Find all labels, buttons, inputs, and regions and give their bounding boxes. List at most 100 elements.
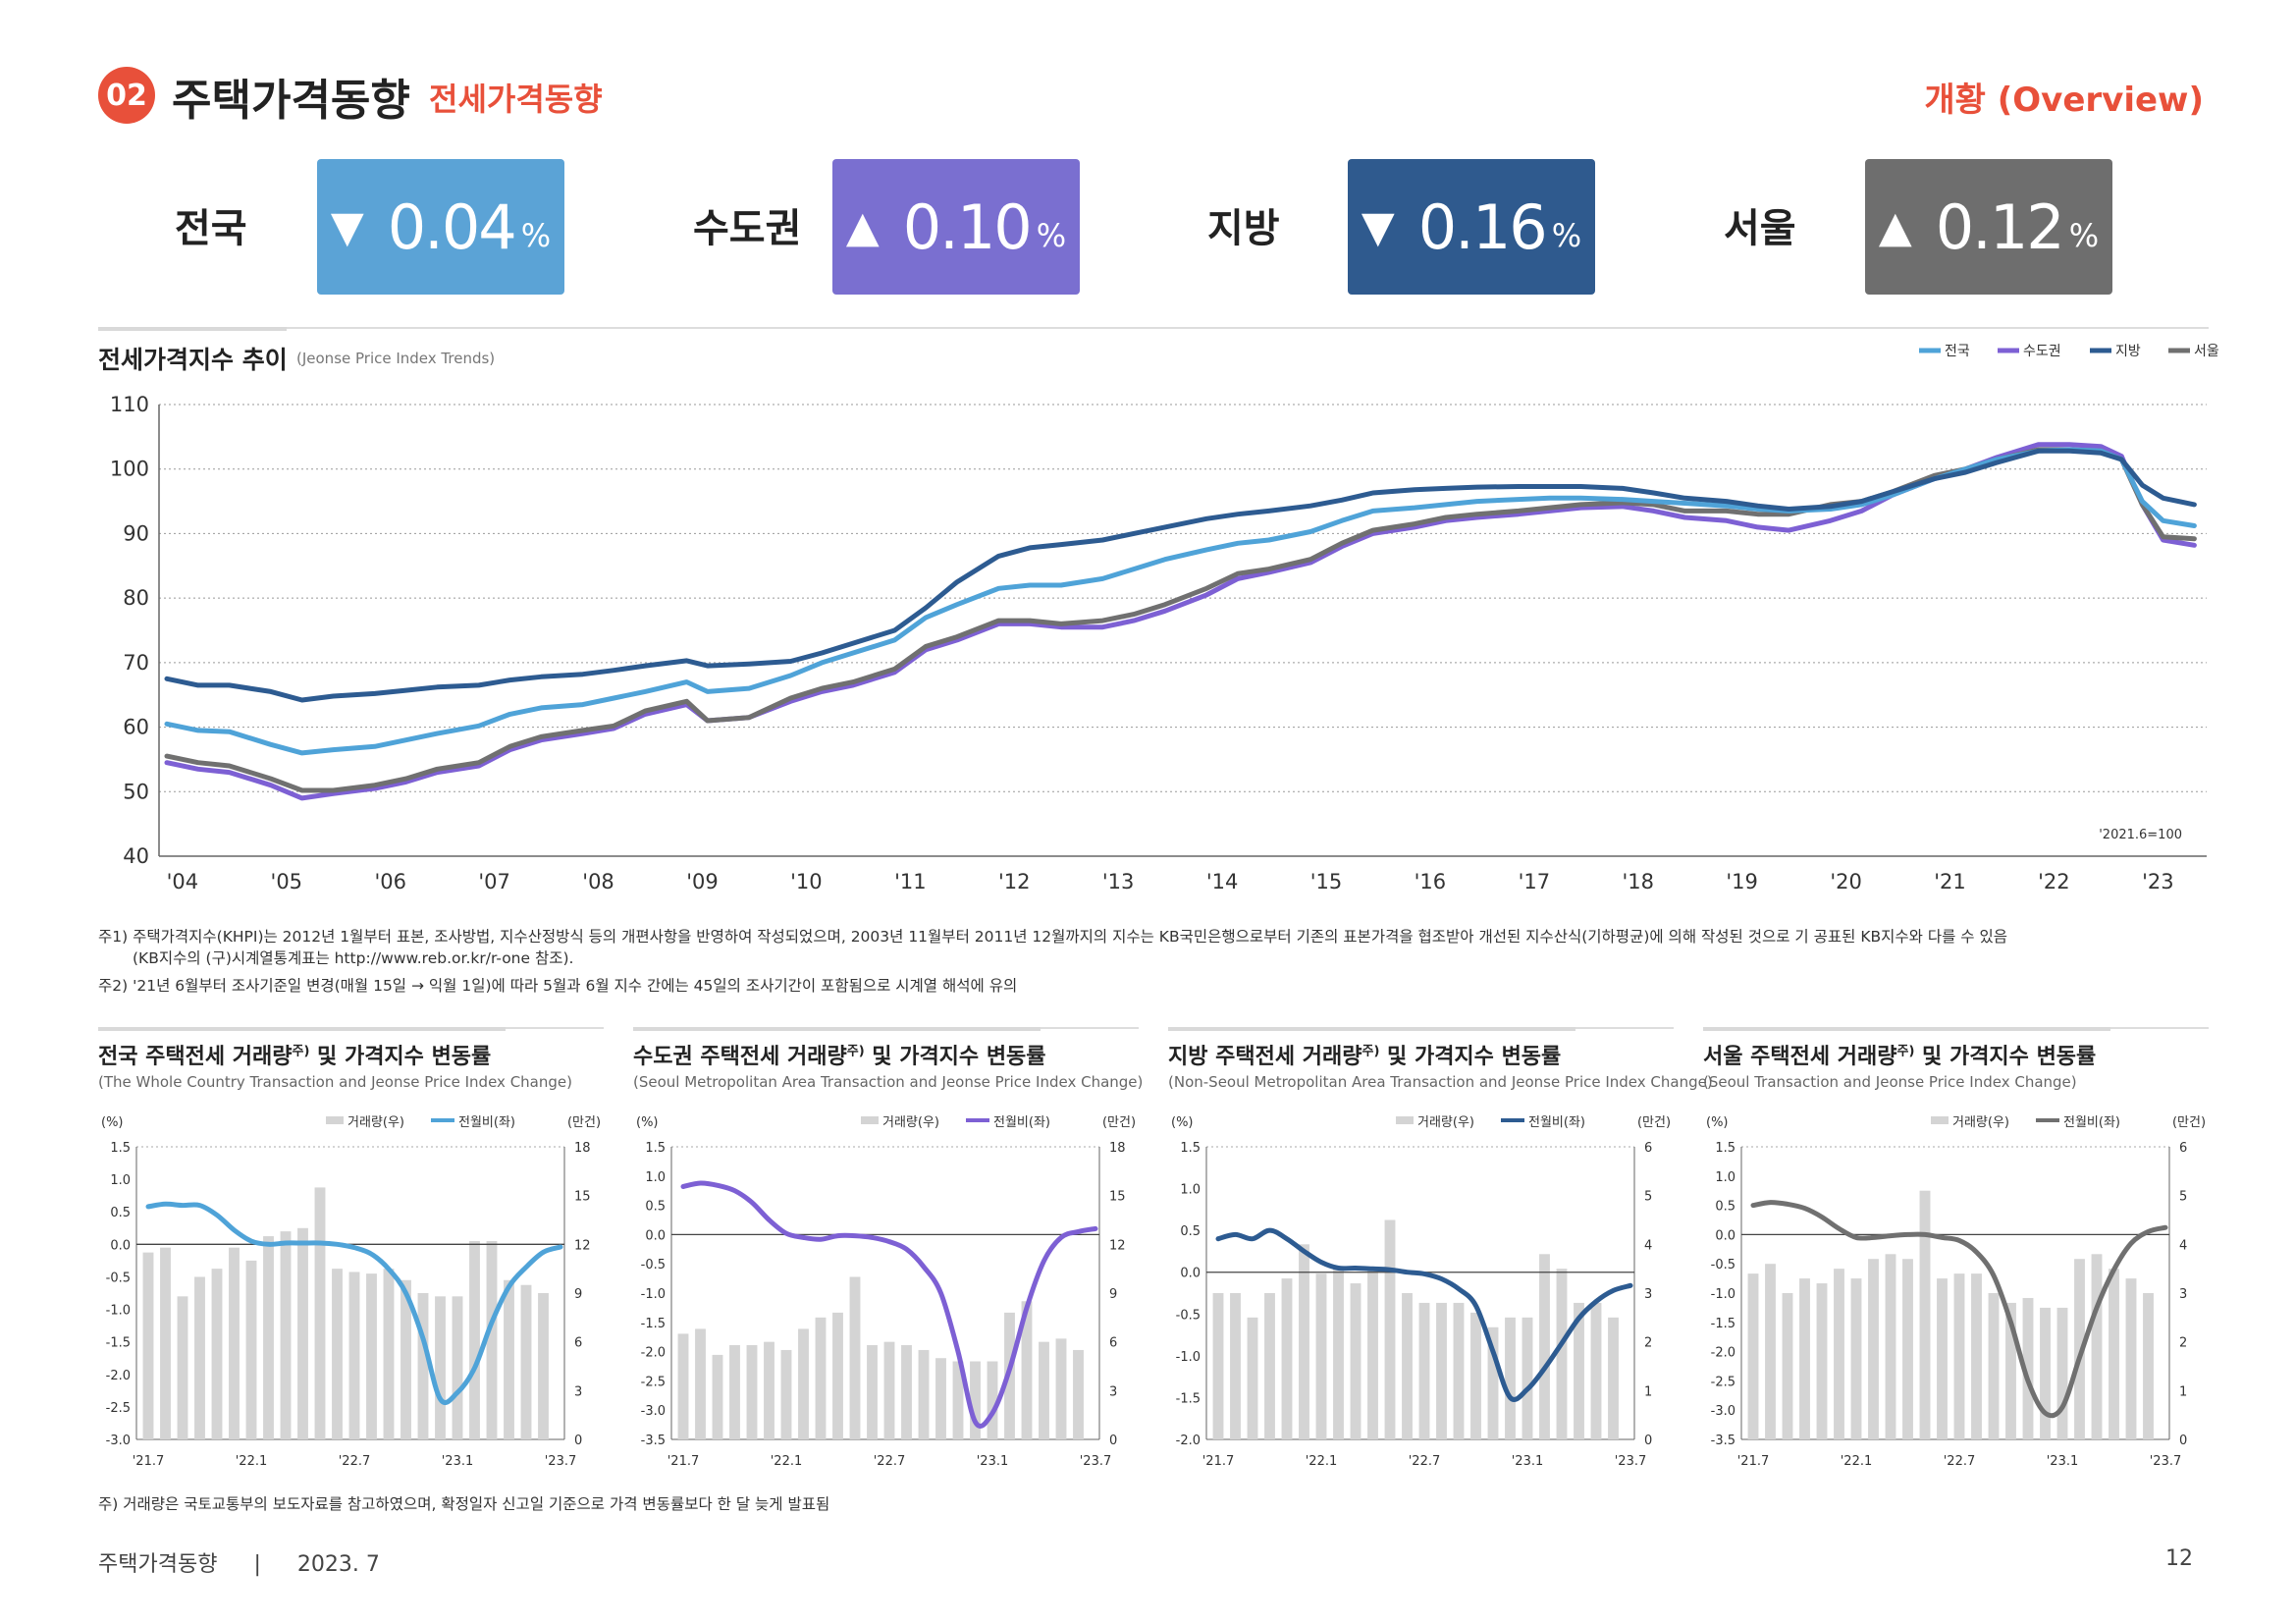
legend-change: 전월비(좌) xyxy=(2063,1115,2120,1130)
x-tick-label: '14 xyxy=(1206,870,1239,893)
up-arrow-icon: ▲ xyxy=(845,201,880,252)
volume-bar xyxy=(142,1252,154,1439)
kpi-label-capital: 수도권 xyxy=(693,206,802,251)
volume-bar xyxy=(1834,1269,1844,1439)
y-right-tick: 1 xyxy=(1644,1384,1652,1399)
kpi-box-national: ▼ 0.04 % xyxy=(317,159,564,295)
volume-bar xyxy=(987,1361,998,1439)
volume-bar xyxy=(1539,1254,1550,1439)
volume-bar xyxy=(280,1231,292,1439)
y-right-tick: 2 xyxy=(2179,1336,2187,1351)
y-right-tick: 18 xyxy=(1109,1141,1126,1156)
y-left-tick: 0.5 xyxy=(645,1200,666,1215)
x-tick-label: '23.7 xyxy=(1615,1454,1647,1469)
left-unit: (%) xyxy=(1706,1115,1729,1130)
down-arrow-icon: ▼ xyxy=(1361,201,1395,252)
left-unit: (%) xyxy=(636,1115,659,1130)
y-tick-label: 110 xyxy=(110,393,149,416)
y-right-tick: 12 xyxy=(1109,1238,1126,1253)
footnote-1: 주1) 주택가격지수(KHPI)는 2012년 1월부터 표본, 조사방법, 지… xyxy=(98,928,2007,946)
x-tick-label: '06 xyxy=(374,870,406,893)
panel-divider xyxy=(1703,1027,2209,1031)
volume-bar xyxy=(935,1358,946,1439)
volume-bar xyxy=(1367,1269,1378,1439)
jeonse-index-chart: 40 50 60 70 80 90 100 110 '04 '05 '06 '07 '08 '09 '10 '… xyxy=(110,344,2218,893)
volume-bar xyxy=(1799,1278,1810,1439)
kpi-value: 0.12 xyxy=(1935,190,2065,263)
y-right-tick: 6 xyxy=(1644,1141,1652,1156)
change-line xyxy=(145,1201,563,1405)
footnote-bottom: 주) 거래량은 국토교통부의 보도자료를 참고하였으며, 확정일자 신고일 기준… xyxy=(98,1495,830,1513)
page-title: 주택가격동향 xyxy=(172,76,410,126)
legend-label: 전국 xyxy=(1945,344,1970,359)
y-left-tick: 0.0 xyxy=(1715,1228,1735,1243)
volume-bar xyxy=(2022,1297,2034,1439)
panel-title-main: 수도권 주택전세 거래량 xyxy=(633,1045,847,1069)
legend-label: 수도권 xyxy=(2023,344,2061,359)
x-tick-label: '09 xyxy=(686,870,719,893)
y-left-tick: -3.5 xyxy=(1711,1434,1735,1448)
panel-title-sup: 주) xyxy=(1362,1044,1380,1059)
volume-bar xyxy=(815,1317,827,1439)
volume-bar xyxy=(1574,1302,1584,1439)
volume-bar xyxy=(297,1227,308,1439)
volume-bar xyxy=(1505,1317,1516,1439)
footer-date: 2023. 7 xyxy=(296,1552,380,1577)
panel-title-main: 지방 주택전세 거래량 xyxy=(1168,1045,1362,1069)
volume-bar xyxy=(1453,1302,1465,1439)
x-tick-label: '23.1 xyxy=(977,1454,1009,1469)
page-number: 12 xyxy=(2165,1546,2193,1571)
x-tick-label: '22 xyxy=(2038,870,2070,893)
kpi-value: 0.10 xyxy=(902,190,1033,263)
volume-bar xyxy=(849,1276,861,1439)
x-tick-label: '23.7 xyxy=(2150,1454,2182,1469)
x-tick-label: '21 xyxy=(1934,870,1966,893)
volume-bar xyxy=(1556,1269,1568,1439)
volume-bar xyxy=(1971,1273,1982,1439)
y-left-tick: 1.0 xyxy=(1715,1170,1735,1185)
y-right-tick: 6 xyxy=(1109,1336,1117,1351)
volume-bar xyxy=(1850,1278,1862,1439)
y-tick-label: 80 xyxy=(123,586,149,610)
volume-bar xyxy=(695,1328,706,1439)
x-tick-label: '22.7 xyxy=(1409,1454,1441,1469)
volume-bar xyxy=(1608,1317,1619,1439)
volume-bar xyxy=(1021,1301,1033,1439)
kpi-unit: % xyxy=(1036,217,1067,254)
y-right-tick: 0 xyxy=(574,1434,582,1448)
volume-bar xyxy=(1281,1278,1293,1439)
x-tick-label: '23.1 xyxy=(2047,1454,2079,1469)
volume-bar xyxy=(1782,1293,1793,1439)
y-left-tick: -1.0 xyxy=(1176,1350,1201,1365)
volume-bar xyxy=(1402,1293,1413,1439)
right-unit: (만건) xyxy=(1637,1115,1671,1130)
volume-bar xyxy=(1522,1317,1533,1439)
volume-bar xyxy=(1212,1293,1224,1439)
x-tick-label: '13 xyxy=(1102,870,1135,893)
volume-bar xyxy=(729,1344,740,1439)
x-tick-label: '15 xyxy=(1310,870,1343,893)
y-left-tick: -3.0 xyxy=(1711,1404,1735,1419)
footer-left: 주택가격동향 | 2023. 7 xyxy=(98,1546,380,1578)
panel-subtitle: (Non-Seoul Metropolitan Area Transaction… xyxy=(1168,1073,1713,1091)
panel-title-sup: 주) xyxy=(1896,1044,1915,1059)
volume-bar xyxy=(486,1241,498,1439)
volume-bar xyxy=(952,1361,964,1439)
x-tick-label: '21.7 xyxy=(667,1454,700,1469)
legend-label: 서울 xyxy=(2194,344,2218,359)
legend-change: 전월비(좌) xyxy=(1528,1115,1585,1130)
kpi-label-national: 전국 xyxy=(175,206,247,251)
y-left-tick: -1.5 xyxy=(1176,1391,1201,1406)
x-tick-label: '23.7 xyxy=(1080,1454,1112,1469)
panel-divider xyxy=(1168,1027,1674,1031)
y-left-tick: -1.5 xyxy=(641,1317,666,1331)
y-left-tick: 0.0 xyxy=(645,1228,666,1243)
volume-bar xyxy=(435,1296,446,1439)
y-left-tick: 1.0 xyxy=(1180,1183,1201,1198)
x-tick-label: '22.1 xyxy=(771,1454,803,1469)
base-note: '2021.6=100 xyxy=(2099,828,2182,842)
section-number-badge: 02 xyxy=(98,67,155,124)
y-right-tick: 0 xyxy=(2179,1434,2187,1448)
volume-bar xyxy=(764,1341,774,1439)
legend-change: 전월비(좌) xyxy=(458,1115,515,1130)
